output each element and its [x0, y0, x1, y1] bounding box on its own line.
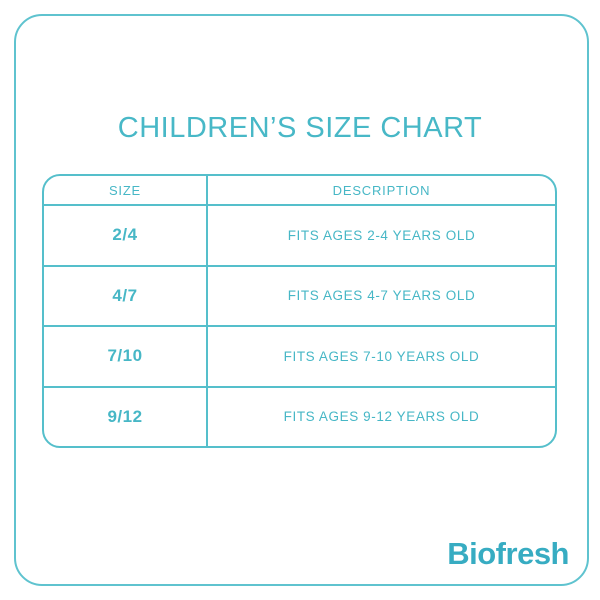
table-row-size-9-12: 9/12 — [44, 385, 208, 446]
biofresh-logo: Biofresh — [447, 536, 569, 571]
table-row-size-2-4: 2/4 — [44, 204, 208, 265]
size-table: SIZE DESCRIPTION 2/4 FITS AGES 2-4 YEARS… — [42, 174, 557, 448]
table-row-description-2-4: FITS AGES 2-4 YEARS OLD — [208, 204, 555, 265]
table-row-description-4-7: FITS AGES 4-7 YEARS OLD — [208, 264, 555, 326]
page-title: CHILDREN’S SIZE CHART — [117, 112, 483, 144]
table-row-size-4-7: 4/7 — [44, 264, 208, 325]
table-header-size: SIZE — [44, 176, 208, 204]
table-row-size-7-10: 7/10 — [44, 325, 208, 386]
table-header-description: DESCRIPTION — [332, 182, 431, 198]
table-row-description-9-12: FITS AGES 9-12 YEARS OLD — [208, 385, 555, 447]
outer-border-frame — [14, 14, 589, 586]
table-row-description-7-10: FITS AGES 7-10 YEARS OLD — [208, 325, 555, 386]
